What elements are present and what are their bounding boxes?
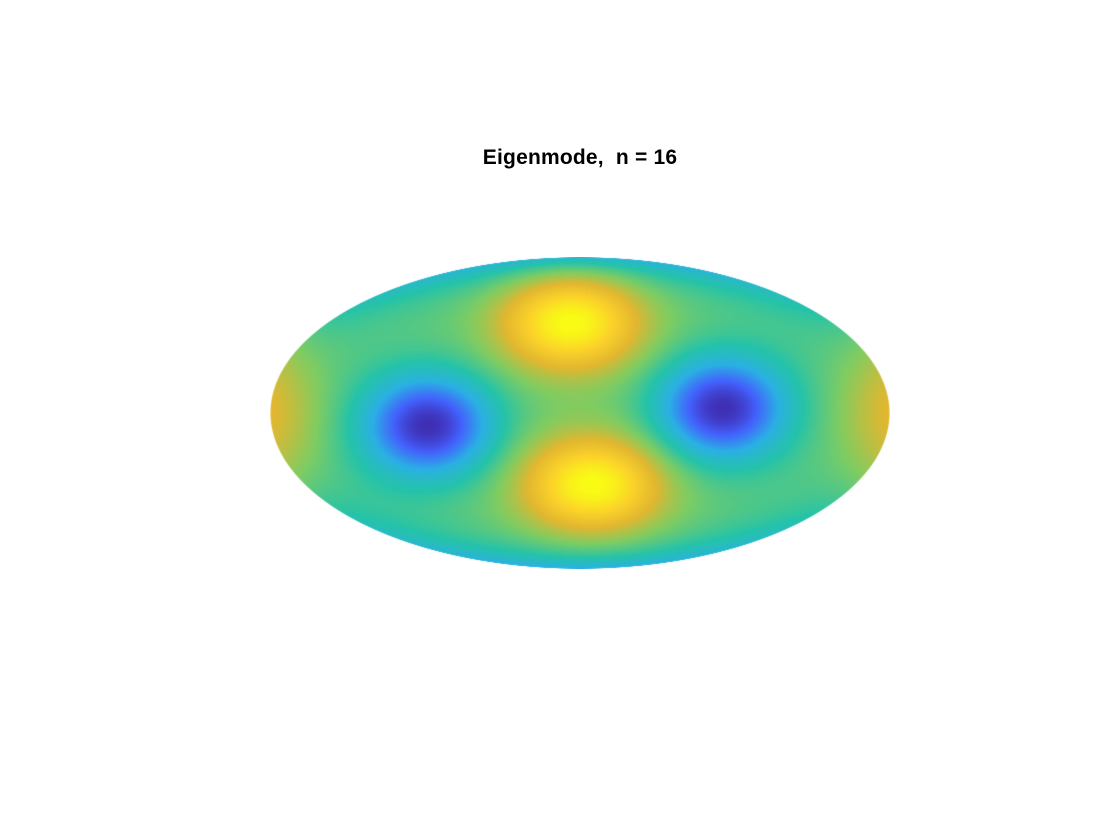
- plot-title: Eigenmode, n = 16: [482, 146, 678, 169]
- eigenmode-surface: [270, 257, 890, 569]
